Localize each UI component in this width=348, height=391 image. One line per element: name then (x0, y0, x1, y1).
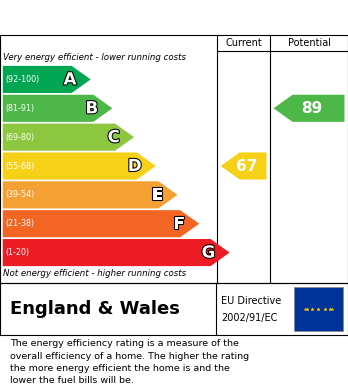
Text: Energy Efficiency Rating: Energy Efficiency Rating (14, 10, 224, 25)
Polygon shape (3, 152, 156, 179)
Text: D: D (128, 157, 142, 175)
Text: Very energy efficient - lower running costs: Very energy efficient - lower running co… (3, 53, 187, 62)
Text: Not energy efficient - higher running costs: Not energy efficient - higher running co… (3, 269, 187, 278)
Text: The energy efficiency rating is a measure of the
overall efficiency of a home. T: The energy efficiency rating is a measur… (10, 339, 250, 385)
Text: England & Wales: England & Wales (10, 300, 180, 318)
Text: Potential: Potential (287, 38, 331, 48)
Text: EU Directive: EU Directive (221, 296, 281, 306)
Text: (81-91): (81-91) (6, 104, 35, 113)
Polygon shape (3, 66, 91, 93)
Text: (69-80): (69-80) (6, 133, 35, 142)
Polygon shape (3, 239, 230, 266)
Text: (55-68): (55-68) (6, 161, 35, 170)
Text: (1-20): (1-20) (6, 248, 30, 257)
Text: 89: 89 (301, 101, 323, 116)
Text: (92-100): (92-100) (6, 75, 40, 84)
Polygon shape (3, 95, 112, 122)
Text: G: G (201, 244, 215, 262)
Polygon shape (221, 152, 267, 179)
Text: (39-54): (39-54) (6, 190, 35, 199)
Polygon shape (3, 181, 177, 208)
Text: C: C (108, 128, 120, 146)
Bar (294, 287, 343, 331)
Text: E: E (152, 186, 163, 204)
Text: 67: 67 (236, 158, 257, 174)
Text: B: B (86, 99, 98, 117)
Text: Current: Current (225, 38, 262, 48)
Text: (21-38): (21-38) (6, 219, 35, 228)
Text: A: A (64, 70, 77, 88)
Polygon shape (274, 95, 345, 122)
Polygon shape (3, 210, 199, 237)
Text: 2002/91/EC: 2002/91/EC (221, 313, 277, 323)
Text: F: F (174, 215, 185, 233)
Polygon shape (3, 124, 134, 151)
